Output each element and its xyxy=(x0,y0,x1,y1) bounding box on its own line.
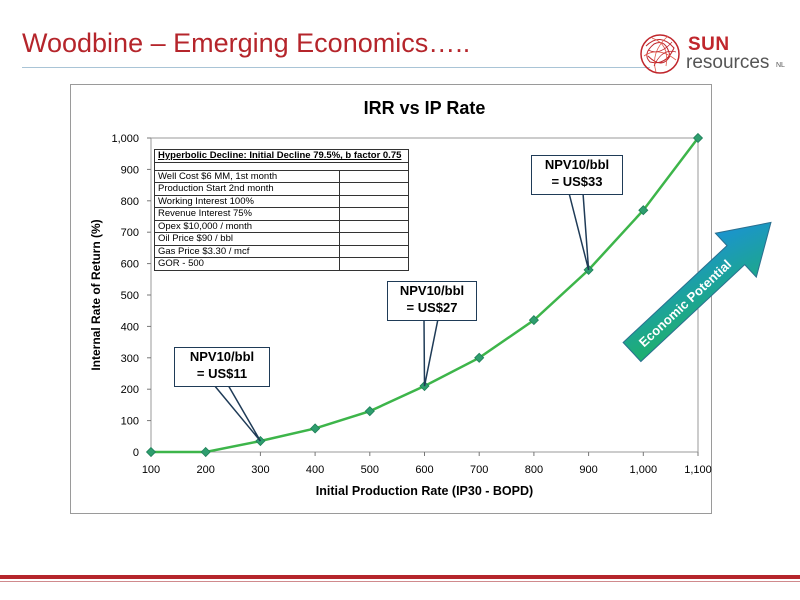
y-tick-label: 300 xyxy=(121,353,139,365)
data-point xyxy=(200,446,211,458)
y-tick-label: 600 xyxy=(121,259,139,271)
y-tick-label: 200 xyxy=(121,384,139,396)
table-row: Working Interest 100% xyxy=(154,194,340,208)
callout-pointer xyxy=(212,384,262,442)
y-tick-label: 700 xyxy=(121,227,139,239)
y-tick-label: 500 xyxy=(121,290,139,302)
npv-callout-2: NPV10/bbl = US$27 xyxy=(387,281,477,321)
callout-pointer xyxy=(423,318,439,387)
arrow-shape xyxy=(622,221,772,363)
x-axis-label: Initial Production Rate (IP30 - BOPD) xyxy=(316,484,533,498)
y-tick-label: 100 xyxy=(121,416,139,428)
sun-logo-icon xyxy=(640,34,680,74)
table-row: Well Cost $6 MM, 1st month xyxy=(154,169,340,183)
data-point xyxy=(474,352,485,363)
data-point xyxy=(145,446,157,458)
npv-callout-3: NPV10/bbl = US$33 xyxy=(531,155,623,195)
table-row: Gas Price $3.30 / mcf xyxy=(154,244,340,258)
callout-line: NPV10/bbl xyxy=(544,157,610,172)
footer-bar-thin xyxy=(0,581,800,582)
y-tick-label: 1,000 xyxy=(111,133,139,145)
table-row: Production Start 2nd month xyxy=(154,182,340,196)
callout-pointer xyxy=(568,192,590,271)
data-point xyxy=(310,423,321,434)
table-row: Oil Price $90 / bbl xyxy=(154,232,340,246)
logo-resources-text: resources xyxy=(686,52,770,73)
callout-line: NPV10/bbl xyxy=(189,349,255,364)
npv-callout-1: NPV10/bbl = US$11 xyxy=(174,347,270,387)
x-tick-label: 1,000 xyxy=(630,464,658,476)
table-row: GOR - 500 xyxy=(154,257,340,271)
arrow-label: Economic Potential xyxy=(636,257,734,350)
x-tick-label: 900 xyxy=(579,464,597,476)
callout-line: = US$11 xyxy=(196,366,248,381)
callout-line: = US$27 xyxy=(406,300,458,315)
table-row: Revenue Interest 75% xyxy=(154,207,340,221)
data-point xyxy=(528,315,539,326)
x-tick-label: 1,100 xyxy=(684,464,712,476)
y-axis-label: Internal Rate of Return (%) xyxy=(89,219,103,370)
data-point xyxy=(364,406,375,417)
logo-suffix-text: NL xyxy=(776,62,785,69)
callout-line: NPV10/bbl xyxy=(399,283,465,298)
x-tick-label: 100 xyxy=(142,464,160,476)
data-point xyxy=(638,205,649,216)
x-tick-label: 500 xyxy=(361,464,379,476)
footer-bar xyxy=(0,575,800,579)
x-tick-label: 700 xyxy=(470,464,488,476)
chart-title: IRR vs IP Rate xyxy=(364,98,486,118)
x-tick-label: 400 xyxy=(306,464,324,476)
x-tick-label: 800 xyxy=(525,464,543,476)
callout-line: = US$33 xyxy=(551,174,603,189)
title-divider xyxy=(22,67,650,68)
table-header: Hyperbolic Decline: Initial Decline 79.5… xyxy=(154,149,409,163)
x-tick-label: 300 xyxy=(251,464,269,476)
logo-sun-text: SUN xyxy=(688,34,730,55)
slide-title: Woodbine – Emerging Economics….. xyxy=(22,28,471,58)
table-row: Opex $10,000 / month xyxy=(154,219,340,233)
assumptions-table: Hyperbolic Decline: Initial Decline 79.5… xyxy=(154,149,409,271)
x-tick-label: 600 xyxy=(415,464,433,476)
y-tick-label: 400 xyxy=(121,321,139,333)
sun-resources-logo xyxy=(636,26,796,82)
y-tick-label: 900 xyxy=(121,164,139,176)
y-tick-label: 800 xyxy=(121,196,139,208)
economic-potential-arrow: Economic Potential xyxy=(622,221,772,363)
x-tick-label: 200 xyxy=(197,464,215,476)
data-point xyxy=(692,132,704,144)
y-tick-label: 0 xyxy=(133,447,139,459)
